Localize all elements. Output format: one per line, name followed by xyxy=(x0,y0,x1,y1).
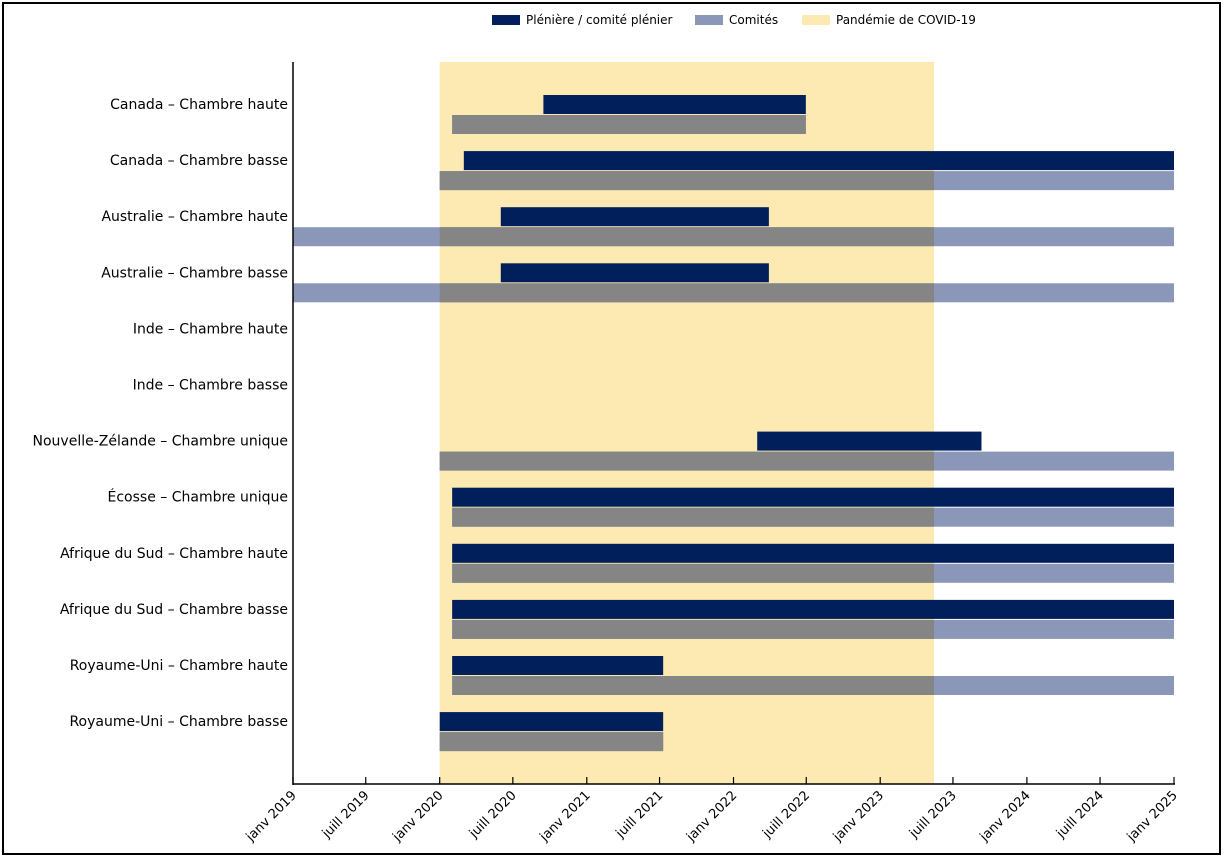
comites-bar-covid-overlap xyxy=(439,732,664,752)
category-label: Afrique du Sud – Chambre haute xyxy=(60,546,288,562)
x-tick-label: juill 2024 xyxy=(1053,788,1107,842)
x-tick-label: janv 2021 xyxy=(537,788,594,845)
comites-bar-covid-overlap xyxy=(452,563,935,583)
pleniere-bar xyxy=(757,431,982,451)
x-tick-label: janv 2019 xyxy=(243,788,300,845)
pleniere-bar xyxy=(452,487,1174,507)
comites-bar-covid-overlap xyxy=(452,115,806,134)
x-tick-label: juill 2023 xyxy=(906,788,960,842)
legend-label-comites: Comités xyxy=(729,13,778,27)
x-tick-label: janv 2024 xyxy=(977,788,1034,845)
pleniere-bar xyxy=(500,263,769,283)
category-label: Afrique du Sud – Chambre basse xyxy=(60,602,288,618)
comites-bar-covid-overlap xyxy=(439,227,935,247)
x-tick-label: janv 2023 xyxy=(830,788,887,845)
legend-swatch-pleniere xyxy=(492,15,520,25)
category-label: Australie – Chambre basse xyxy=(101,265,288,281)
legend-label-pleniere: Plénière / comité plénier xyxy=(526,13,673,27)
comites-bar-covid-overlap xyxy=(439,283,935,303)
pleniere-bar xyxy=(543,95,806,114)
category-label: Écosse – Chambre unique xyxy=(108,489,288,506)
category-label: Canada – Chambre basse xyxy=(110,153,288,169)
category-label: Nouvelle-Zélande – Chambre unique xyxy=(33,434,288,450)
pleniere-bar xyxy=(452,656,664,675)
category-label: Australie – Chambre haute xyxy=(101,209,288,225)
pleniere-bar xyxy=(439,712,664,732)
x-tick-label: janv 2020 xyxy=(389,788,446,845)
x-tick-label: janv 2025 xyxy=(1124,788,1181,845)
legend-swatch-comites xyxy=(695,15,723,25)
category-label: Inde – Chambre basse xyxy=(133,378,288,394)
legend-label-covid: Pandémie de COVID-19 xyxy=(836,13,976,27)
x-tick-label: janv 2022 xyxy=(683,788,740,845)
x-tick-label: juill 2022 xyxy=(759,788,813,842)
legend-swatch-covid xyxy=(802,15,830,25)
pleniere-bar xyxy=(500,207,769,227)
covid-period-band xyxy=(439,62,935,784)
comites-bar-covid-overlap xyxy=(452,619,935,639)
x-tick-label: juill 2021 xyxy=(613,788,667,842)
pleniere-bar xyxy=(452,543,1174,563)
comites-bar-covid-overlap xyxy=(439,171,935,191)
x-tick-label: juill 2020 xyxy=(466,788,520,842)
comites-bar-covid-overlap xyxy=(452,676,935,695)
pleniere-bar xyxy=(452,599,1174,619)
x-tick-label: juill 2019 xyxy=(319,788,373,842)
category-label: Canada – Chambre haute xyxy=(110,97,288,113)
pleniere-bar xyxy=(463,151,1174,171)
category-label: Inde – Chambre haute xyxy=(133,321,288,337)
comites-bar-covid-overlap xyxy=(452,507,935,527)
comites-bar-covid-overlap xyxy=(439,451,935,471)
category-label: Royaume-Uni – Chambre haute xyxy=(70,658,288,674)
category-label: Royaume-Uni – Chambre basse xyxy=(69,714,288,730)
